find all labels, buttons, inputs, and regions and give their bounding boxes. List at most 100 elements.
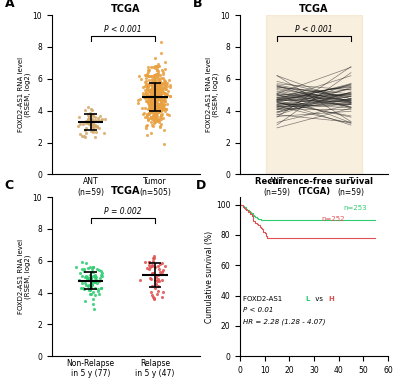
Point xyxy=(88,285,94,291)
Point xyxy=(92,275,99,281)
Point xyxy=(154,86,161,92)
Point xyxy=(149,97,155,103)
Point xyxy=(153,115,160,121)
Point xyxy=(158,90,164,96)
Point xyxy=(163,105,169,111)
Point xyxy=(82,127,88,133)
Point xyxy=(148,90,155,96)
Point xyxy=(151,83,157,89)
Point xyxy=(88,106,94,112)
Point xyxy=(157,92,163,99)
Point xyxy=(158,111,164,117)
Point xyxy=(144,81,151,88)
Point xyxy=(97,113,104,119)
Point xyxy=(154,276,161,282)
Point xyxy=(85,112,91,118)
Point xyxy=(146,100,153,106)
Point xyxy=(150,112,156,118)
Point xyxy=(148,86,154,92)
Point xyxy=(156,88,162,94)
Point xyxy=(148,90,155,96)
Point xyxy=(160,94,166,100)
Point xyxy=(154,106,160,112)
Point xyxy=(153,97,160,103)
Point xyxy=(152,95,159,101)
Point xyxy=(160,106,167,112)
Point xyxy=(145,111,152,117)
Point xyxy=(79,133,85,139)
Point xyxy=(154,88,160,94)
Point xyxy=(162,108,169,114)
Point xyxy=(147,264,154,270)
Point xyxy=(149,95,155,101)
Point xyxy=(89,121,95,127)
Point xyxy=(152,89,159,96)
Point xyxy=(81,268,87,274)
Point xyxy=(148,94,155,100)
Point xyxy=(152,80,158,86)
Point xyxy=(144,95,150,101)
Point xyxy=(142,114,148,120)
Point xyxy=(136,96,143,102)
Point xyxy=(162,98,168,104)
Point xyxy=(150,99,156,105)
Point xyxy=(146,259,152,265)
Point xyxy=(85,116,91,122)
Point xyxy=(153,80,159,86)
Point xyxy=(157,83,163,89)
Point xyxy=(152,264,158,270)
Point xyxy=(150,83,156,89)
Point xyxy=(153,274,160,280)
Point xyxy=(149,87,155,93)
Point xyxy=(162,66,168,72)
Point xyxy=(151,117,158,123)
Point xyxy=(77,270,84,276)
Point xyxy=(100,130,107,136)
Point xyxy=(148,87,154,93)
Point xyxy=(153,114,160,121)
Text: HR = 2.28 (1.28 - 4.07): HR = 2.28 (1.28 - 4.07) xyxy=(243,318,326,324)
Point xyxy=(151,117,158,124)
Point xyxy=(148,106,154,113)
Point xyxy=(156,96,162,102)
Point xyxy=(148,106,154,112)
Point xyxy=(88,276,94,282)
Point xyxy=(160,103,166,109)
Point xyxy=(153,73,160,79)
Point xyxy=(148,114,154,121)
Point xyxy=(89,280,95,287)
Point xyxy=(147,103,154,109)
Point xyxy=(147,103,153,109)
Point xyxy=(158,116,164,122)
Point xyxy=(142,87,148,93)
Point xyxy=(151,89,157,95)
Point xyxy=(153,89,159,96)
Point xyxy=(151,76,157,82)
Point xyxy=(155,288,162,294)
Point xyxy=(154,83,161,89)
Point xyxy=(80,285,86,291)
Point xyxy=(156,93,162,99)
Point xyxy=(144,114,151,120)
Point xyxy=(157,97,164,103)
Point xyxy=(151,295,157,301)
Point xyxy=(145,69,152,75)
Point xyxy=(83,273,89,279)
Point xyxy=(158,100,164,106)
Text: n=252: n=252 xyxy=(322,216,345,222)
Point xyxy=(146,106,152,112)
Point xyxy=(153,95,160,101)
Point xyxy=(159,67,165,73)
Point xyxy=(144,106,151,112)
Point xyxy=(164,102,170,108)
Point xyxy=(156,85,162,91)
Point xyxy=(158,85,165,91)
Point xyxy=(83,276,90,282)
Point xyxy=(156,77,162,83)
Point xyxy=(157,108,163,114)
Point xyxy=(153,81,159,87)
Point xyxy=(156,101,162,107)
Point xyxy=(98,116,105,122)
Point xyxy=(161,90,168,96)
Point xyxy=(145,67,152,73)
